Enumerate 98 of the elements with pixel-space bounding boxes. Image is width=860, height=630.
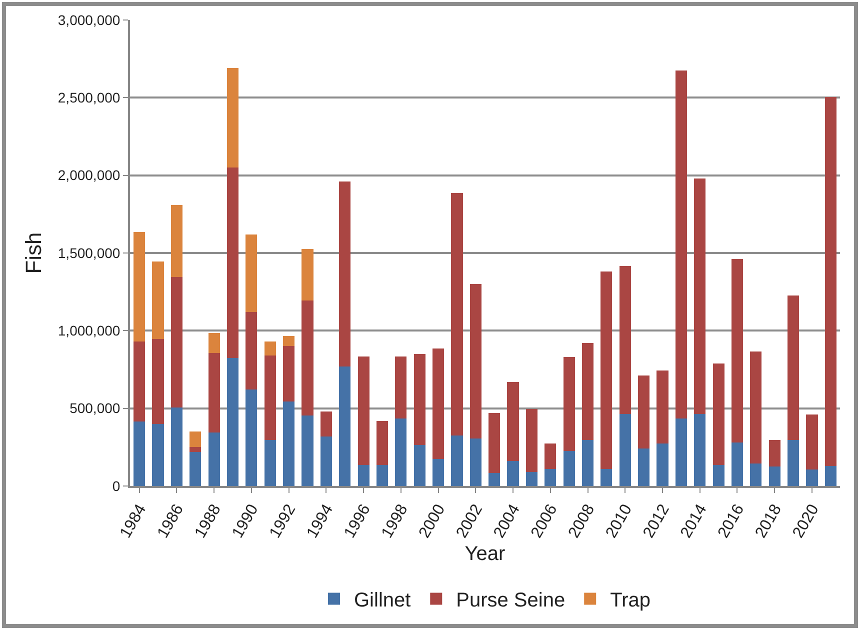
- bar: [283, 401, 295, 486]
- bar: [526, 472, 538, 486]
- bar: [768, 466, 780, 486]
- legend-label: Trap: [610, 590, 650, 612]
- bar: [170, 204, 182, 278]
- bar: [190, 452, 202, 486]
- bar: [226, 68, 239, 168]
- bar: [526, 409, 538, 472]
- bar: [376, 465, 388, 486]
- bar: [788, 440, 800, 486]
- bar: [638, 448, 650, 486]
- bar: [246, 234, 258, 312]
- bar: [451, 193, 463, 436]
- bar: [600, 468, 612, 486]
- bar: [712, 465, 724, 486]
- y-tick-label: 0: [112, 478, 120, 494]
- bar: [170, 408, 182, 486]
- bar: [134, 232, 146, 342]
- bar: [339, 366, 351, 486]
- bar: [582, 343, 594, 440]
- bar: [152, 339, 164, 424]
- bar: [806, 470, 818, 486]
- bar: [619, 266, 631, 414]
- bar: [451, 436, 463, 486]
- bar: [414, 354, 426, 445]
- bar: [302, 415, 314, 486]
- bar: [507, 382, 519, 462]
- bar: [694, 178, 706, 414]
- bar: [339, 182, 351, 366]
- y-axis-title: Fish: [21, 232, 46, 274]
- bar: [582, 440, 594, 486]
- bar: [470, 284, 482, 439]
- bar: [656, 370, 668, 444]
- bar: [395, 356, 407, 418]
- bar: [563, 451, 575, 486]
- bar: [600, 272, 612, 469]
- bar: [226, 358, 239, 486]
- bar: [432, 458, 444, 486]
- bar: [544, 443, 556, 469]
- bar: [302, 249, 314, 300]
- bar: [563, 357, 575, 452]
- y-tick-label: 1,500,000: [58, 244, 120, 261]
- bar: [788, 296, 800, 440]
- bar: [358, 356, 370, 466]
- bar: [190, 447, 202, 452]
- bar: [694, 414, 706, 486]
- bar: [283, 346, 295, 402]
- bar: [544, 468, 556, 486]
- bar: [264, 342, 276, 356]
- y-tick-label: 500,000: [70, 400, 120, 416]
- bar: [170, 277, 182, 408]
- bar: [395, 418, 407, 486]
- bar: [750, 463, 762, 486]
- bar: [750, 352, 762, 464]
- bar: [432, 348, 444, 459]
- bar: [675, 70, 687, 418]
- bar: [376, 420, 388, 466]
- bar: [712, 363, 724, 466]
- bar: [134, 342, 146, 422]
- x-axis-title: Year: [464, 543, 506, 566]
- bar: [488, 412, 500, 473]
- bar: [302, 300, 314, 416]
- bar: [619, 414, 631, 486]
- bar: [768, 440, 780, 467]
- bar: [208, 353, 220, 432]
- bar: [208, 432, 220, 486]
- bar: [414, 444, 426, 486]
- bar: [731, 442, 744, 486]
- bar: [152, 262, 164, 340]
- bar: [283, 336, 295, 346]
- bar: [246, 312, 258, 390]
- bar: [190, 432, 202, 448]
- y-tick-label: 2,000,000: [58, 167, 120, 184]
- bar: [488, 472, 500, 486]
- bar: [824, 96, 836, 466]
- bar: [152, 424, 164, 486]
- bar: [470, 438, 482, 486]
- bar: [264, 440, 276, 486]
- bar: [507, 461, 519, 486]
- bar: [731, 259, 744, 443]
- bar: [320, 436, 332, 486]
- bar: [264, 356, 276, 440]
- bar: [208, 333, 220, 354]
- y-tick-label: 1,000,000: [58, 322, 120, 339]
- bar: [638, 376, 650, 449]
- bar: [806, 414, 818, 470]
- bar: [358, 465, 370, 486]
- bar: [656, 443, 668, 486]
- bar: [226, 168, 239, 358]
- bar: [320, 411, 332, 436]
- bar: [246, 390, 258, 486]
- y-tick-label: 3,000,000: [58, 12, 120, 28]
- bar: [675, 418, 687, 486]
- legend-label: Purse Seine: [456, 590, 566, 612]
- bar: [824, 466, 836, 486]
- legend-label: Gillnet: [354, 590, 412, 612]
- bar: [134, 422, 146, 486]
- y-tick-label: 2,500,000: [58, 90, 120, 106]
